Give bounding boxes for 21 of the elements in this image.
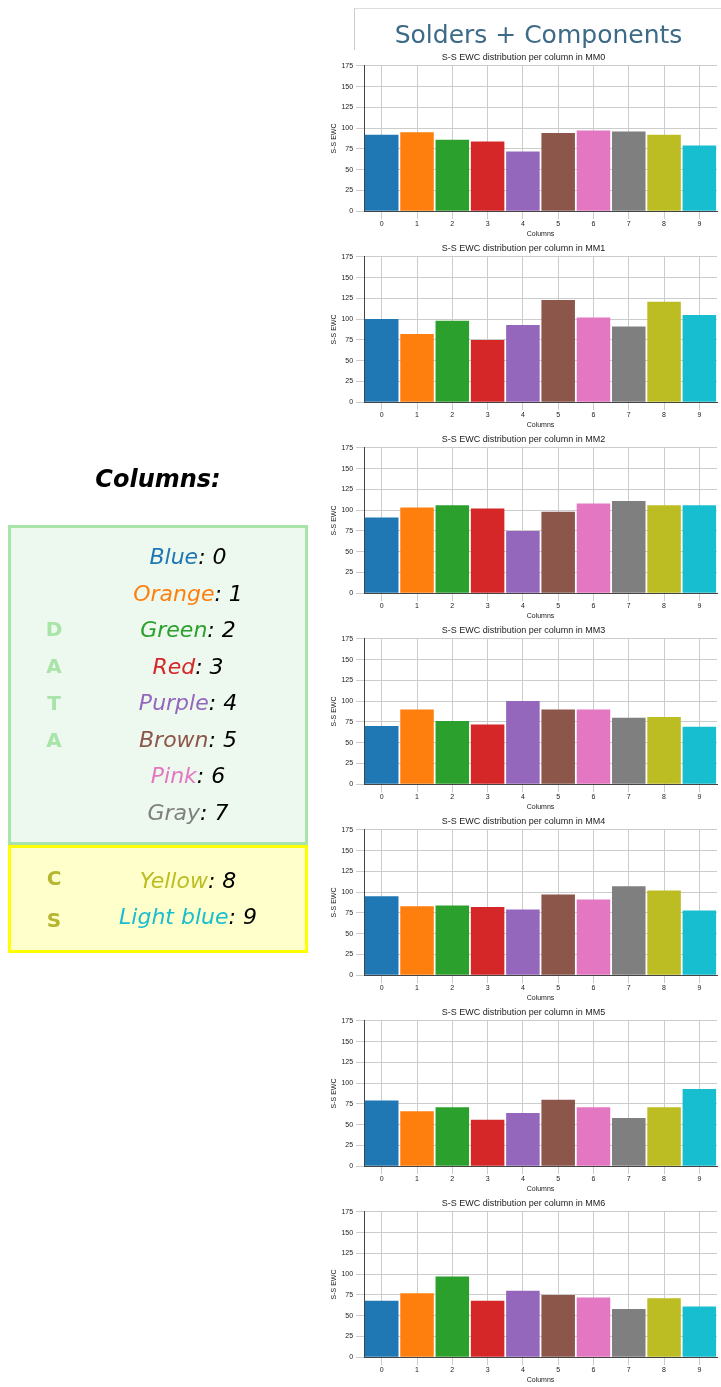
text: Brown: 5 bbox=[139, 726, 237, 752]
chart-title: S-S EWC distribution per column in MM1 bbox=[441, 242, 606, 253]
text: Gray: 7 bbox=[147, 799, 229, 825]
legend-title: DATA bbox=[45, 616, 63, 754]
text: Green: 2 bbox=[140, 617, 236, 642]
text: Yellow: 8 bbox=[139, 867, 237, 893]
chart-title: S-S EWC distribution per column in MM3 bbox=[441, 624, 606, 635]
text: Columns: bbox=[94, 465, 222, 495]
text: Solders + Components bbox=[394, 20, 683, 49]
text: Light blue: 9 bbox=[119, 904, 257, 929]
chart-title: S-S EWC distribution per column in MM2 bbox=[441, 433, 606, 444]
text: Red: 3 bbox=[152, 653, 224, 679]
chart-title: S-S EWC distribution per column in MM4 bbox=[441, 815, 606, 826]
text: Pink: 6 bbox=[150, 763, 226, 788]
chart-title: S-S EWC distribution per column in MM0 bbox=[441, 51, 606, 62]
text: Purple: 4 bbox=[138, 690, 238, 715]
text: Blue: 0 bbox=[149, 544, 227, 569]
legend-title: CS bbox=[46, 865, 62, 934]
text: Orange: 1 bbox=[133, 580, 243, 606]
chart-title: S-S EWC distribution per column in MM5 bbox=[441, 1006, 606, 1017]
chart-title: S-S EWC distribution per column in MM6 bbox=[441, 1197, 606, 1208]
